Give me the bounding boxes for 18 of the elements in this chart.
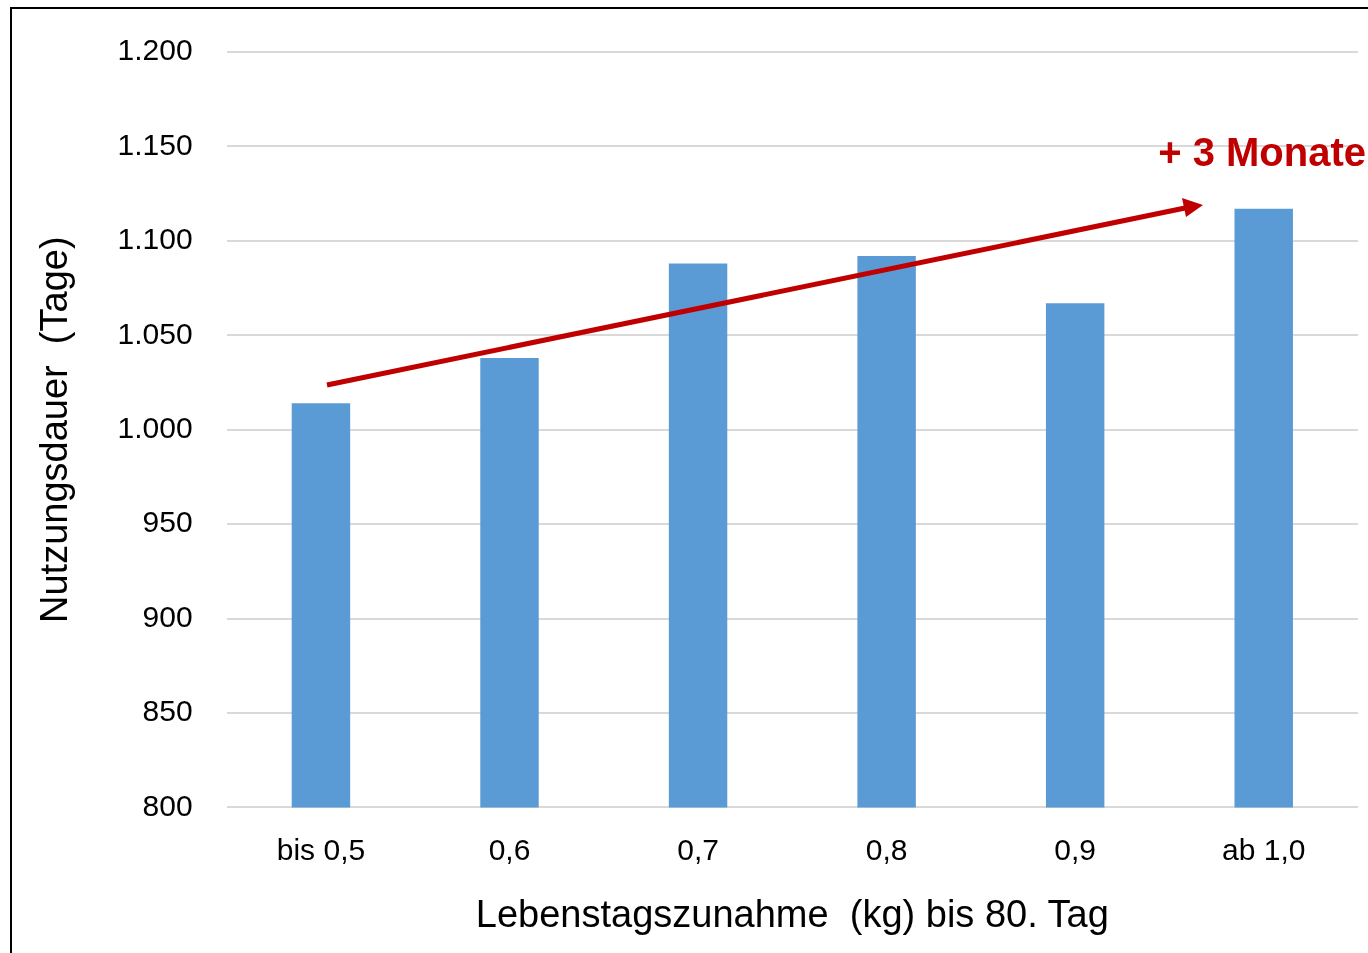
y-tick-label: 1.150 [117,127,193,161]
y-tick-label: 1.000 [117,410,193,444]
y-tick-label: 800 [142,788,193,822]
y-axis-title: Nutzungsdauer (Tage) [33,236,76,623]
x-tick-label: 0,9 [1054,832,1097,866]
y-tick-label: 1.100 [117,222,193,256]
x-tick-label: 0,6 [488,832,531,866]
x-axis-title: Lebenstagszunahme (kg) bis 80. Tag [475,892,1109,935]
y-tick-label: 950 [142,505,193,539]
x-tick-label: bis 0,5 [276,832,366,866]
y-tick-label: 900 [142,599,193,633]
y-tick-label: 1.200 [117,33,193,67]
y-tick-label: 850 [142,694,193,728]
x-tick-label: ab 1,0 [1222,832,1306,866]
y-tick-label: 1.050 [117,316,193,350]
x-tick-label: 0,7 [677,832,719,866]
x-tick-label: 0,8 [865,832,908,866]
annotation: + 3 Monate [1158,130,1366,175]
